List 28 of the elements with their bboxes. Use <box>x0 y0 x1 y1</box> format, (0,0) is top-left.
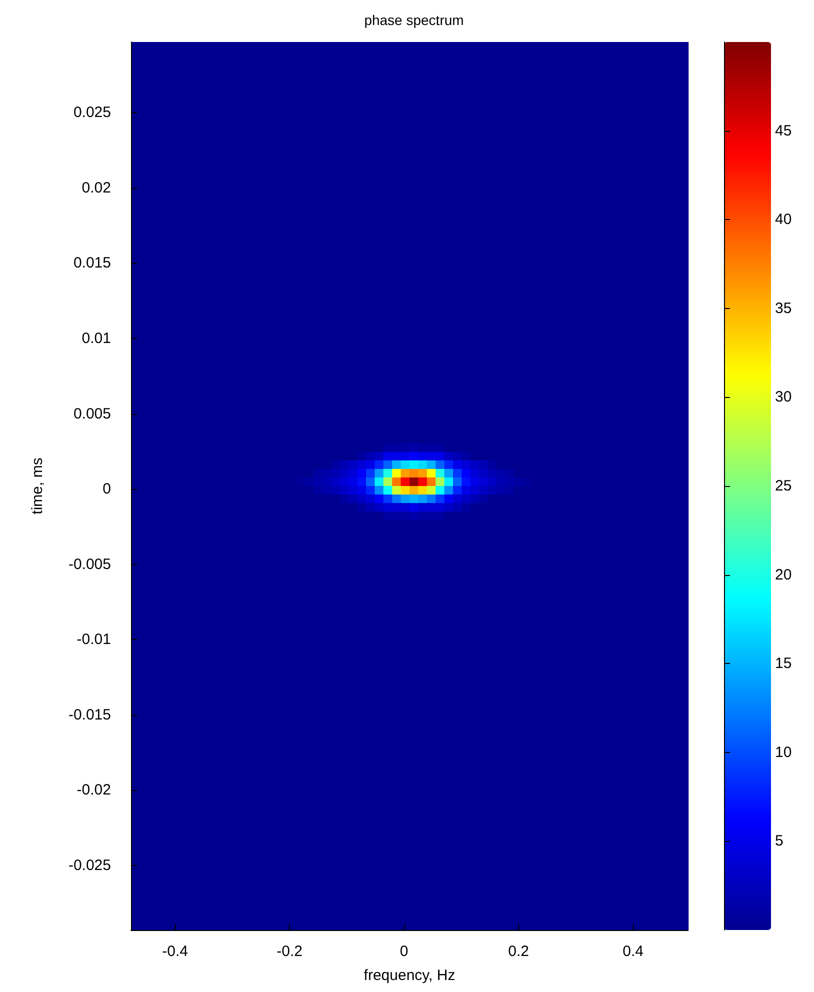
chart-title: phase spectrum <box>364 12 464 28</box>
x-tick-label: -0.2 <box>276 943 302 960</box>
color-bar-label: 25 <box>775 478 792 494</box>
y-tick-label: -0.01 <box>76 631 111 648</box>
y-tick-label: 0 <box>102 480 111 498</box>
color-bar-label: 30 <box>775 388 792 406</box>
x-tick-label: 0 <box>400 943 408 960</box>
x-axis-title: frequency, Hz <box>364 967 456 984</box>
color-bar-label: 15 <box>775 655 792 672</box>
y-tick-label: -0.015 <box>68 706 111 724</box>
y-tick-label: 0.025 <box>73 104 111 122</box>
x-tick-label: 0.2 <box>508 943 529 960</box>
y-tick-label: -0.025 <box>68 856 111 874</box>
color-bar-label: 35 <box>775 300 792 317</box>
x-tick-label: 0.4 <box>622 943 644 960</box>
color-bar-label: 20 <box>775 566 792 584</box>
y-tick-label: -0.005 <box>68 556 111 573</box>
x-tick-label: -0.4 <box>162 943 188 960</box>
color-bar-label: 40 <box>775 211 792 228</box>
y-tick-label: 0.02 <box>82 179 111 196</box>
color-bar-label: 5 <box>775 832 784 850</box>
y-tick-label: 0.01 <box>82 330 111 347</box>
color-bar-label: 45 <box>775 122 792 140</box>
color-bar-label: 10 <box>775 744 792 761</box>
y-tick-label: 0.005 <box>73 405 111 422</box>
y-tick-label: 0.015 <box>73 254 111 272</box>
y-axis-title: time, ms <box>29 458 46 514</box>
y-tick-label: -0.02 <box>76 782 111 799</box>
